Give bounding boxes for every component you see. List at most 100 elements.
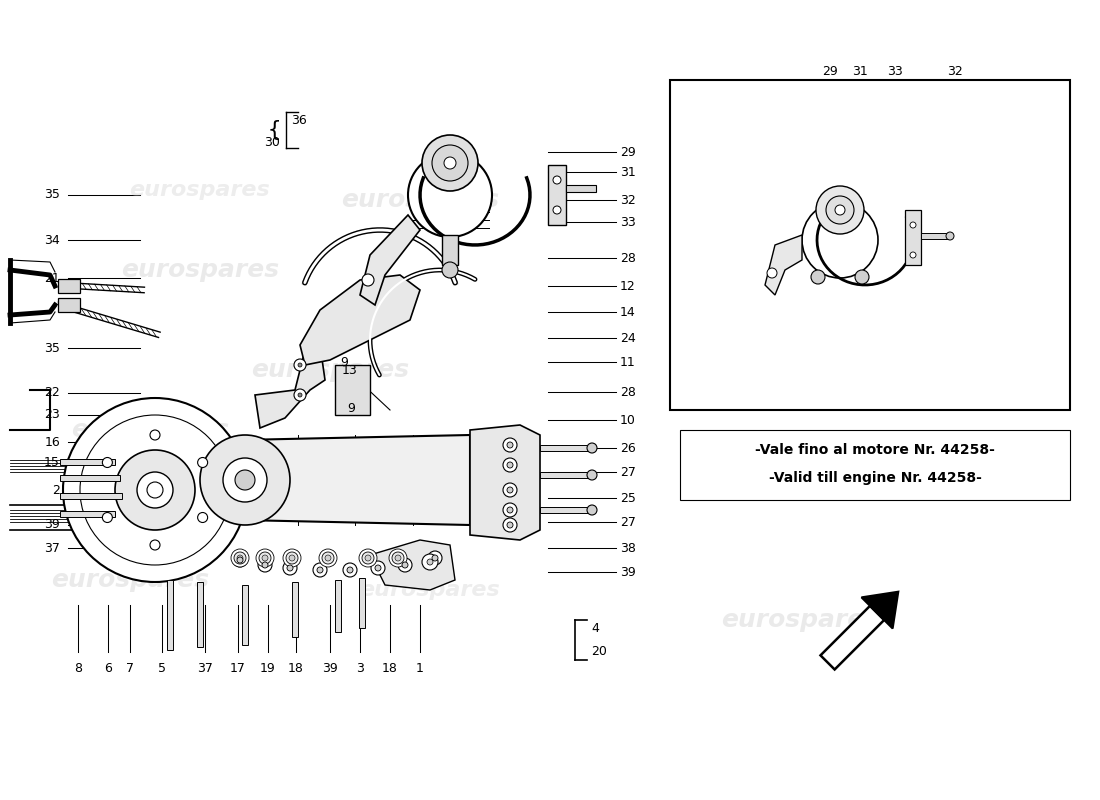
Circle shape	[507, 487, 513, 493]
Circle shape	[294, 359, 306, 371]
Text: 37: 37	[44, 542, 60, 554]
Polygon shape	[360, 215, 420, 305]
Text: eurospares: eurospares	[51, 568, 209, 592]
Circle shape	[503, 458, 517, 472]
Circle shape	[198, 458, 208, 467]
Text: 11: 11	[620, 355, 636, 369]
Circle shape	[200, 435, 290, 525]
Circle shape	[138, 472, 173, 508]
Text: 16: 16	[44, 435, 60, 449]
Text: eurospares: eurospares	[121, 258, 279, 282]
Bar	[60, 459, 116, 465]
Circle shape	[294, 389, 306, 401]
Circle shape	[910, 222, 916, 228]
Text: 14: 14	[620, 306, 636, 318]
Circle shape	[855, 270, 869, 284]
Text: 39: 39	[322, 662, 338, 675]
Text: 20: 20	[591, 645, 607, 658]
Circle shape	[235, 470, 255, 490]
Bar	[540, 507, 590, 513]
Circle shape	[322, 552, 334, 564]
Text: 7: 7	[126, 662, 134, 675]
Text: 17: 17	[230, 662, 246, 675]
Text: 38: 38	[620, 542, 636, 554]
Circle shape	[298, 363, 302, 367]
Text: 30: 30	[264, 135, 279, 149]
Circle shape	[503, 438, 517, 452]
Circle shape	[553, 206, 561, 214]
Text: -Valid till engine Nr. 44258-: -Valid till engine Nr. 44258-	[769, 471, 981, 485]
Circle shape	[63, 398, 248, 582]
Bar	[359, 578, 365, 628]
Circle shape	[362, 552, 374, 564]
Circle shape	[371, 561, 385, 575]
Circle shape	[283, 561, 297, 575]
Circle shape	[234, 552, 246, 564]
Bar	[442, 235, 458, 265]
Circle shape	[507, 507, 513, 513]
Circle shape	[231, 549, 249, 567]
Circle shape	[314, 563, 327, 577]
Circle shape	[402, 562, 408, 568]
Circle shape	[346, 567, 353, 573]
Text: 34: 34	[44, 234, 60, 246]
Polygon shape	[861, 592, 899, 629]
Text: 39: 39	[44, 518, 60, 531]
Text: 18: 18	[288, 662, 304, 675]
Text: 19: 19	[260, 662, 276, 675]
Text: eurospares: eurospares	[70, 418, 229, 442]
Circle shape	[507, 462, 513, 468]
Circle shape	[150, 540, 160, 550]
Bar	[60, 493, 122, 499]
Circle shape	[442, 262, 458, 278]
Text: -Vale fino al motore Nr. 44258-: -Vale fino al motore Nr. 44258-	[755, 443, 994, 457]
Bar	[548, 165, 566, 225]
Circle shape	[432, 555, 438, 561]
Circle shape	[150, 430, 160, 440]
Text: eurospares: eurospares	[341, 188, 499, 212]
Text: 31: 31	[620, 166, 636, 178]
Circle shape	[428, 551, 442, 565]
Text: {: {	[267, 120, 280, 140]
Text: 22: 22	[44, 386, 60, 399]
Text: 21: 21	[44, 271, 60, 285]
Text: 12: 12	[620, 279, 636, 293]
Circle shape	[102, 513, 112, 522]
Circle shape	[392, 552, 404, 564]
Text: 31: 31	[852, 65, 868, 78]
Circle shape	[802, 202, 878, 278]
Circle shape	[444, 157, 456, 169]
Circle shape	[236, 555, 243, 561]
Circle shape	[198, 513, 208, 522]
Circle shape	[319, 549, 337, 567]
Text: 28: 28	[620, 251, 636, 265]
Circle shape	[587, 443, 597, 453]
Circle shape	[375, 565, 381, 571]
Text: 6: 6	[104, 662, 112, 675]
Text: 28: 28	[620, 386, 636, 398]
Text: 25: 25	[620, 491, 636, 505]
Bar	[670, 80, 1070, 410]
Bar	[60, 511, 116, 517]
Polygon shape	[300, 275, 420, 365]
Text: 5: 5	[158, 662, 166, 675]
Text: 3: 3	[356, 662, 364, 675]
Text: 26: 26	[620, 442, 636, 454]
Text: 29: 29	[620, 146, 636, 158]
Circle shape	[767, 268, 777, 278]
Circle shape	[503, 483, 517, 497]
Circle shape	[422, 554, 438, 570]
Text: 39: 39	[620, 566, 636, 578]
Text: 1: 1	[416, 662, 424, 675]
Text: 32: 32	[947, 65, 962, 78]
Bar	[680, 430, 1070, 500]
Bar	[540, 445, 590, 451]
Bar	[336, 580, 341, 632]
Circle shape	[826, 196, 854, 224]
Circle shape	[946, 232, 954, 240]
Circle shape	[236, 557, 243, 563]
Text: 23: 23	[44, 409, 60, 422]
Circle shape	[317, 567, 323, 573]
Bar	[197, 582, 204, 647]
Text: 18: 18	[382, 662, 398, 675]
